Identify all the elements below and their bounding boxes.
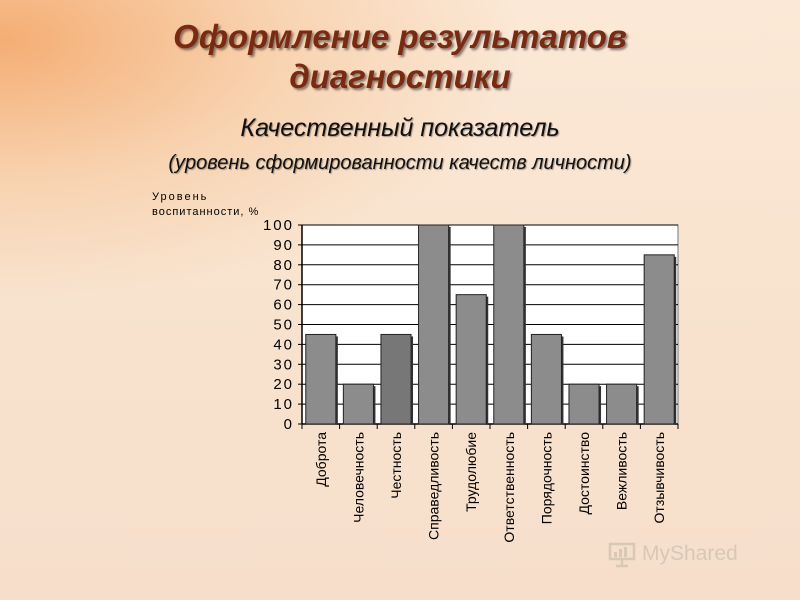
bar <box>305 333 337 425</box>
y-tick-label: 70 <box>273 277 294 294</box>
bar <box>493 224 525 425</box>
y-tick-label: 40 <box>273 336 294 353</box>
x-tick-label: Трудолюбие <box>463 432 479 512</box>
y-tick-label: 80 <box>273 257 294 274</box>
x-tick-label: Вежливость <box>614 432 630 510</box>
y-tick-label: 20 <box>273 376 294 393</box>
watermark-text: MyShared <box>642 542 738 565</box>
y-axis-title-line1: Уровень <box>152 191 208 203</box>
x-tick-label: Отзывчивость <box>651 432 667 523</box>
x-tick-label: Доброта <box>313 432 329 487</box>
bar <box>455 294 487 425</box>
bar <box>418 224 450 425</box>
x-tick-label: Человечность <box>350 432 366 523</box>
watermark: MyShared <box>608 540 738 568</box>
y-axis-title-line2: воспитанности, % <box>152 206 259 218</box>
y-tick-label: 30 <box>273 356 294 373</box>
x-tick-label: Справедливость <box>426 432 442 540</box>
bar <box>342 383 374 425</box>
slide-subtitle-note: (уровень сформированности качеств личнос… <box>168 152 632 174</box>
y-tick-label: 100 <box>263 217 294 234</box>
y-tick-label: 10 <box>273 396 294 413</box>
x-tick-label: Порядочность <box>538 432 554 524</box>
slide-title-line2: диагностики <box>289 58 511 95</box>
y-tick-label: 90 <box>273 237 294 254</box>
x-tick-label: Достоинство <box>576 432 592 515</box>
y-tick-label: 50 <box>273 317 294 334</box>
x-tick-label: Ответственность <box>501 432 517 543</box>
bar <box>380 333 412 425</box>
y-tick-label: 0 <box>284 416 294 433</box>
bar <box>530 333 562 425</box>
y-tick-label: 60 <box>273 297 294 314</box>
slide-title-line1: Оформление результатов <box>173 18 627 55</box>
slide-subtitle: Качественный показатель <box>240 114 560 142</box>
x-tick-label: Честность <box>388 432 404 499</box>
bar <box>568 383 600 425</box>
bar <box>643 254 675 425</box>
bar <box>606 383 638 425</box>
presentation-board-icon <box>608 542 636 568</box>
